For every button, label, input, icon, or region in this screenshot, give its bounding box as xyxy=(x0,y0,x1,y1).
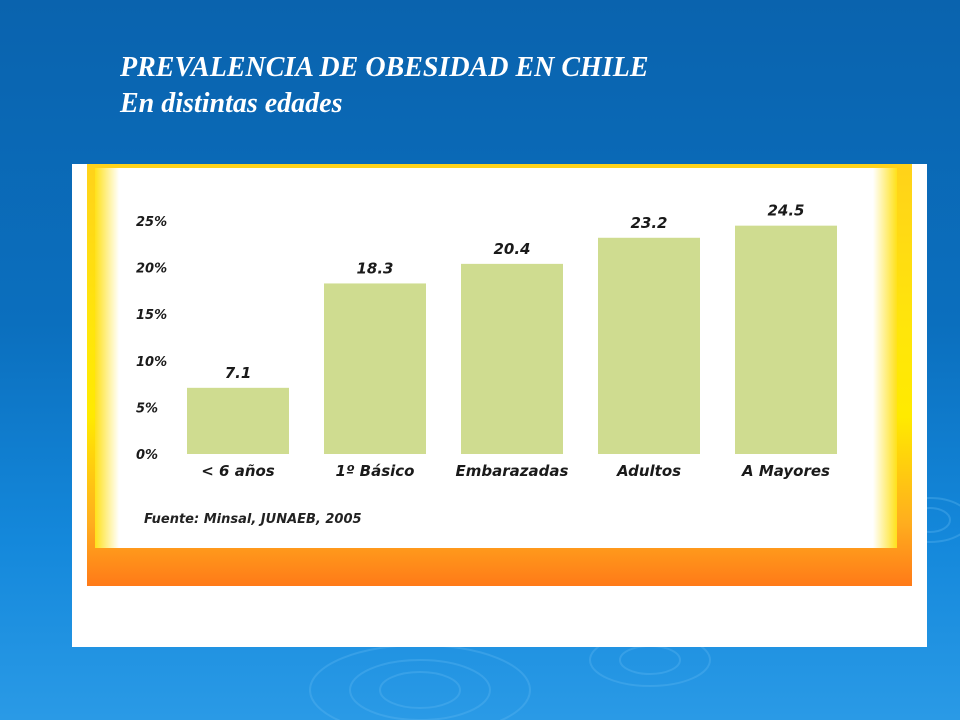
data-label: 18.3 xyxy=(356,259,393,277)
y-tick-label: 25% xyxy=(136,215,167,230)
bar-chart: 0% 5% 10% 15% 20% 25% 7.1 < 6 años 18.3 1º Básico… xyxy=(136,202,837,480)
bar xyxy=(735,225,837,454)
data-label: 20.4 xyxy=(493,240,530,258)
bar xyxy=(461,263,563,454)
bar xyxy=(324,283,426,454)
y-tick-label: 0% xyxy=(136,448,158,463)
data-label: 23.2 xyxy=(630,214,667,232)
y-tick-label: 5% xyxy=(136,401,158,416)
slide-subtitle: En distintas edades xyxy=(120,88,343,119)
slide-title-main: PREVALENCIA DE OBESIDAD EN CHILE xyxy=(120,52,649,83)
y-tick-label: 10% xyxy=(136,355,167,370)
slide-title: PREVALENCIA DE OBESIDAD EN CHILE En dist… xyxy=(120,50,649,122)
data-label: 24.5 xyxy=(767,202,804,220)
x-category-label: A Mayores xyxy=(741,462,830,480)
y-tick-label: 15% xyxy=(136,308,167,323)
x-category-label: 1º Básico xyxy=(336,462,415,480)
x-category-label: < 6 años xyxy=(201,462,275,480)
chart-panel: 0% 5% 10% 15% 20% 25% 7.1 < 6 años 18.3 1º Básico… xyxy=(72,164,927,647)
x-category-label: Embarazadas xyxy=(456,462,569,480)
bar xyxy=(598,237,700,454)
y-tick-label: 20% xyxy=(136,262,167,277)
x-category-label: Adultos xyxy=(616,462,681,480)
source-note: Fuente: Minsal, JUNAEB, 2005 xyxy=(144,512,362,527)
data-label: 7.1 xyxy=(225,364,252,382)
bar xyxy=(187,387,289,454)
